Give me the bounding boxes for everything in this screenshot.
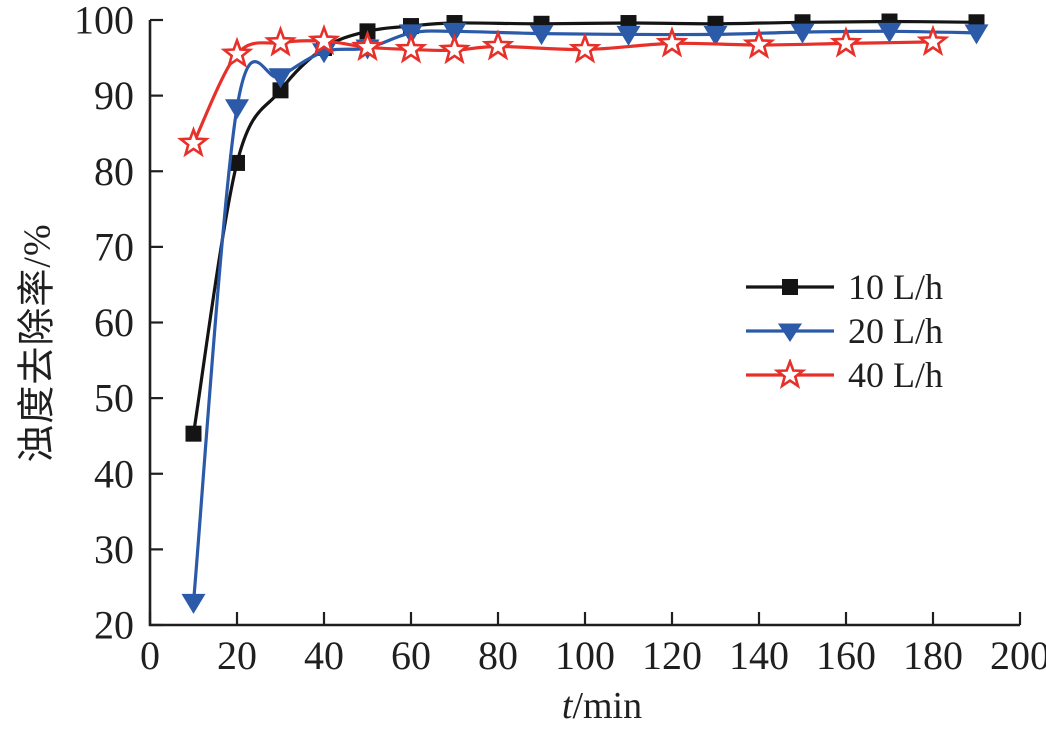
y-tick-label-70: 70	[94, 224, 134, 269]
legend-item-label: 40 L/h	[848, 355, 943, 395]
x-tick-label-40: 40	[304, 633, 344, 678]
x-axis-label-variable: t	[561, 685, 573, 727]
series-10-l-h-marker-30	[272, 82, 289, 99]
series-20-l-h-marker-170	[877, 22, 902, 43]
legend-item-40-l-h: 40 L/h	[744, 353, 943, 397]
y-tick-label-80: 80	[94, 149, 134, 194]
y-tick-label-60: 60	[94, 300, 134, 345]
y-axis-label: 浊度去除率/%	[16, 223, 59, 463]
legend: 10 L/h 20 L/h 40 L/h	[744, 265, 943, 397]
x-tick-label-120: 120	[642, 633, 702, 678]
series-40-l-h-marker-50	[351, 29, 384, 62]
legend-marker-square-icon	[782, 279, 798, 295]
y-tick-label-100: 100	[74, 0, 134, 43]
series-40-l-h-marker-140	[742, 27, 776, 59]
legend-swatch	[746, 279, 834, 295]
legend-marker-triangle-icon	[778, 323, 802, 342]
series-20-l-h-marker-190	[964, 24, 989, 45]
series-20-l-h-marker-90	[529, 25, 554, 46]
series-40-l-h-marker-80	[481, 29, 515, 61]
x-tick-label-60: 60	[391, 633, 431, 678]
x-tick-label-200: 200	[990, 633, 1046, 678]
series-40-l-h-marker-70	[438, 33, 471, 65]
series-40-l-h-marker-30	[264, 25, 297, 57]
series-20-l-h-marker-70	[442, 22, 467, 43]
y-tick-label-20: 20	[94, 603, 134, 648]
legend-item-label: 10 L/h	[848, 267, 943, 307]
series-20-l-h-marker-110	[616, 25, 641, 46]
x-tick-label-0: 0	[140, 633, 160, 678]
x-tick-label-180: 180	[903, 633, 963, 678]
x-axis-label-unit: /min	[572, 685, 643, 727]
series-20-l-h-marker-10	[181, 593, 206, 614]
y-tick-label-90: 90	[94, 73, 134, 118]
series-40-l-h-marker-20	[220, 36, 254, 69]
series-40-l-h-marker-10	[177, 126, 210, 158]
series-40-l-h-marker-60	[394, 32, 428, 64]
x-tick-label-80: 80	[478, 633, 518, 678]
series-20-l-h-marker-150	[790, 23, 815, 44]
series-40-l-h-marker-40	[307, 23, 341, 56]
legend-swatch	[746, 323, 834, 342]
legend-swatch	[746, 359, 834, 389]
legend-marker-star-icon	[773, 359, 807, 389]
legend-item-10-l-h: 10 L/h	[744, 265, 943, 309]
series-20-l-h-marker-130	[703, 25, 728, 46]
series-10-l-h-marker-10	[185, 425, 202, 442]
series-40-l-h-line	[191, 39, 935, 145]
x-axis-label: t/min	[562, 684, 642, 728]
series-40-l-h-marker-180	[916, 24, 950, 56]
y-tick-label-40: 40	[94, 451, 134, 496]
y-tick-label-30: 30	[94, 527, 134, 572]
series-40-l-h-marker-160	[829, 26, 863, 58]
series-40-l-h-marker-100	[568, 32, 602, 64]
x-tick-label-140: 140	[729, 633, 789, 678]
x-tick-label-20: 20	[217, 633, 257, 678]
legend-item-20-l-h: 20 L/h	[744, 309, 943, 353]
x-tick-label-100: 100	[555, 633, 615, 678]
x-tick-label-160: 160	[816, 633, 876, 678]
series-40-l-h-marker-120	[655, 26, 689, 58]
series-20-l-h-marker-20	[225, 99, 249, 120]
series-10-l-h-marker-20	[229, 154, 245, 171]
legend-item-label: 20 L/h	[848, 311, 943, 351]
series-20-l-h-marker-30	[268, 68, 293, 89]
y-tick-label-50: 50	[94, 376, 134, 421]
